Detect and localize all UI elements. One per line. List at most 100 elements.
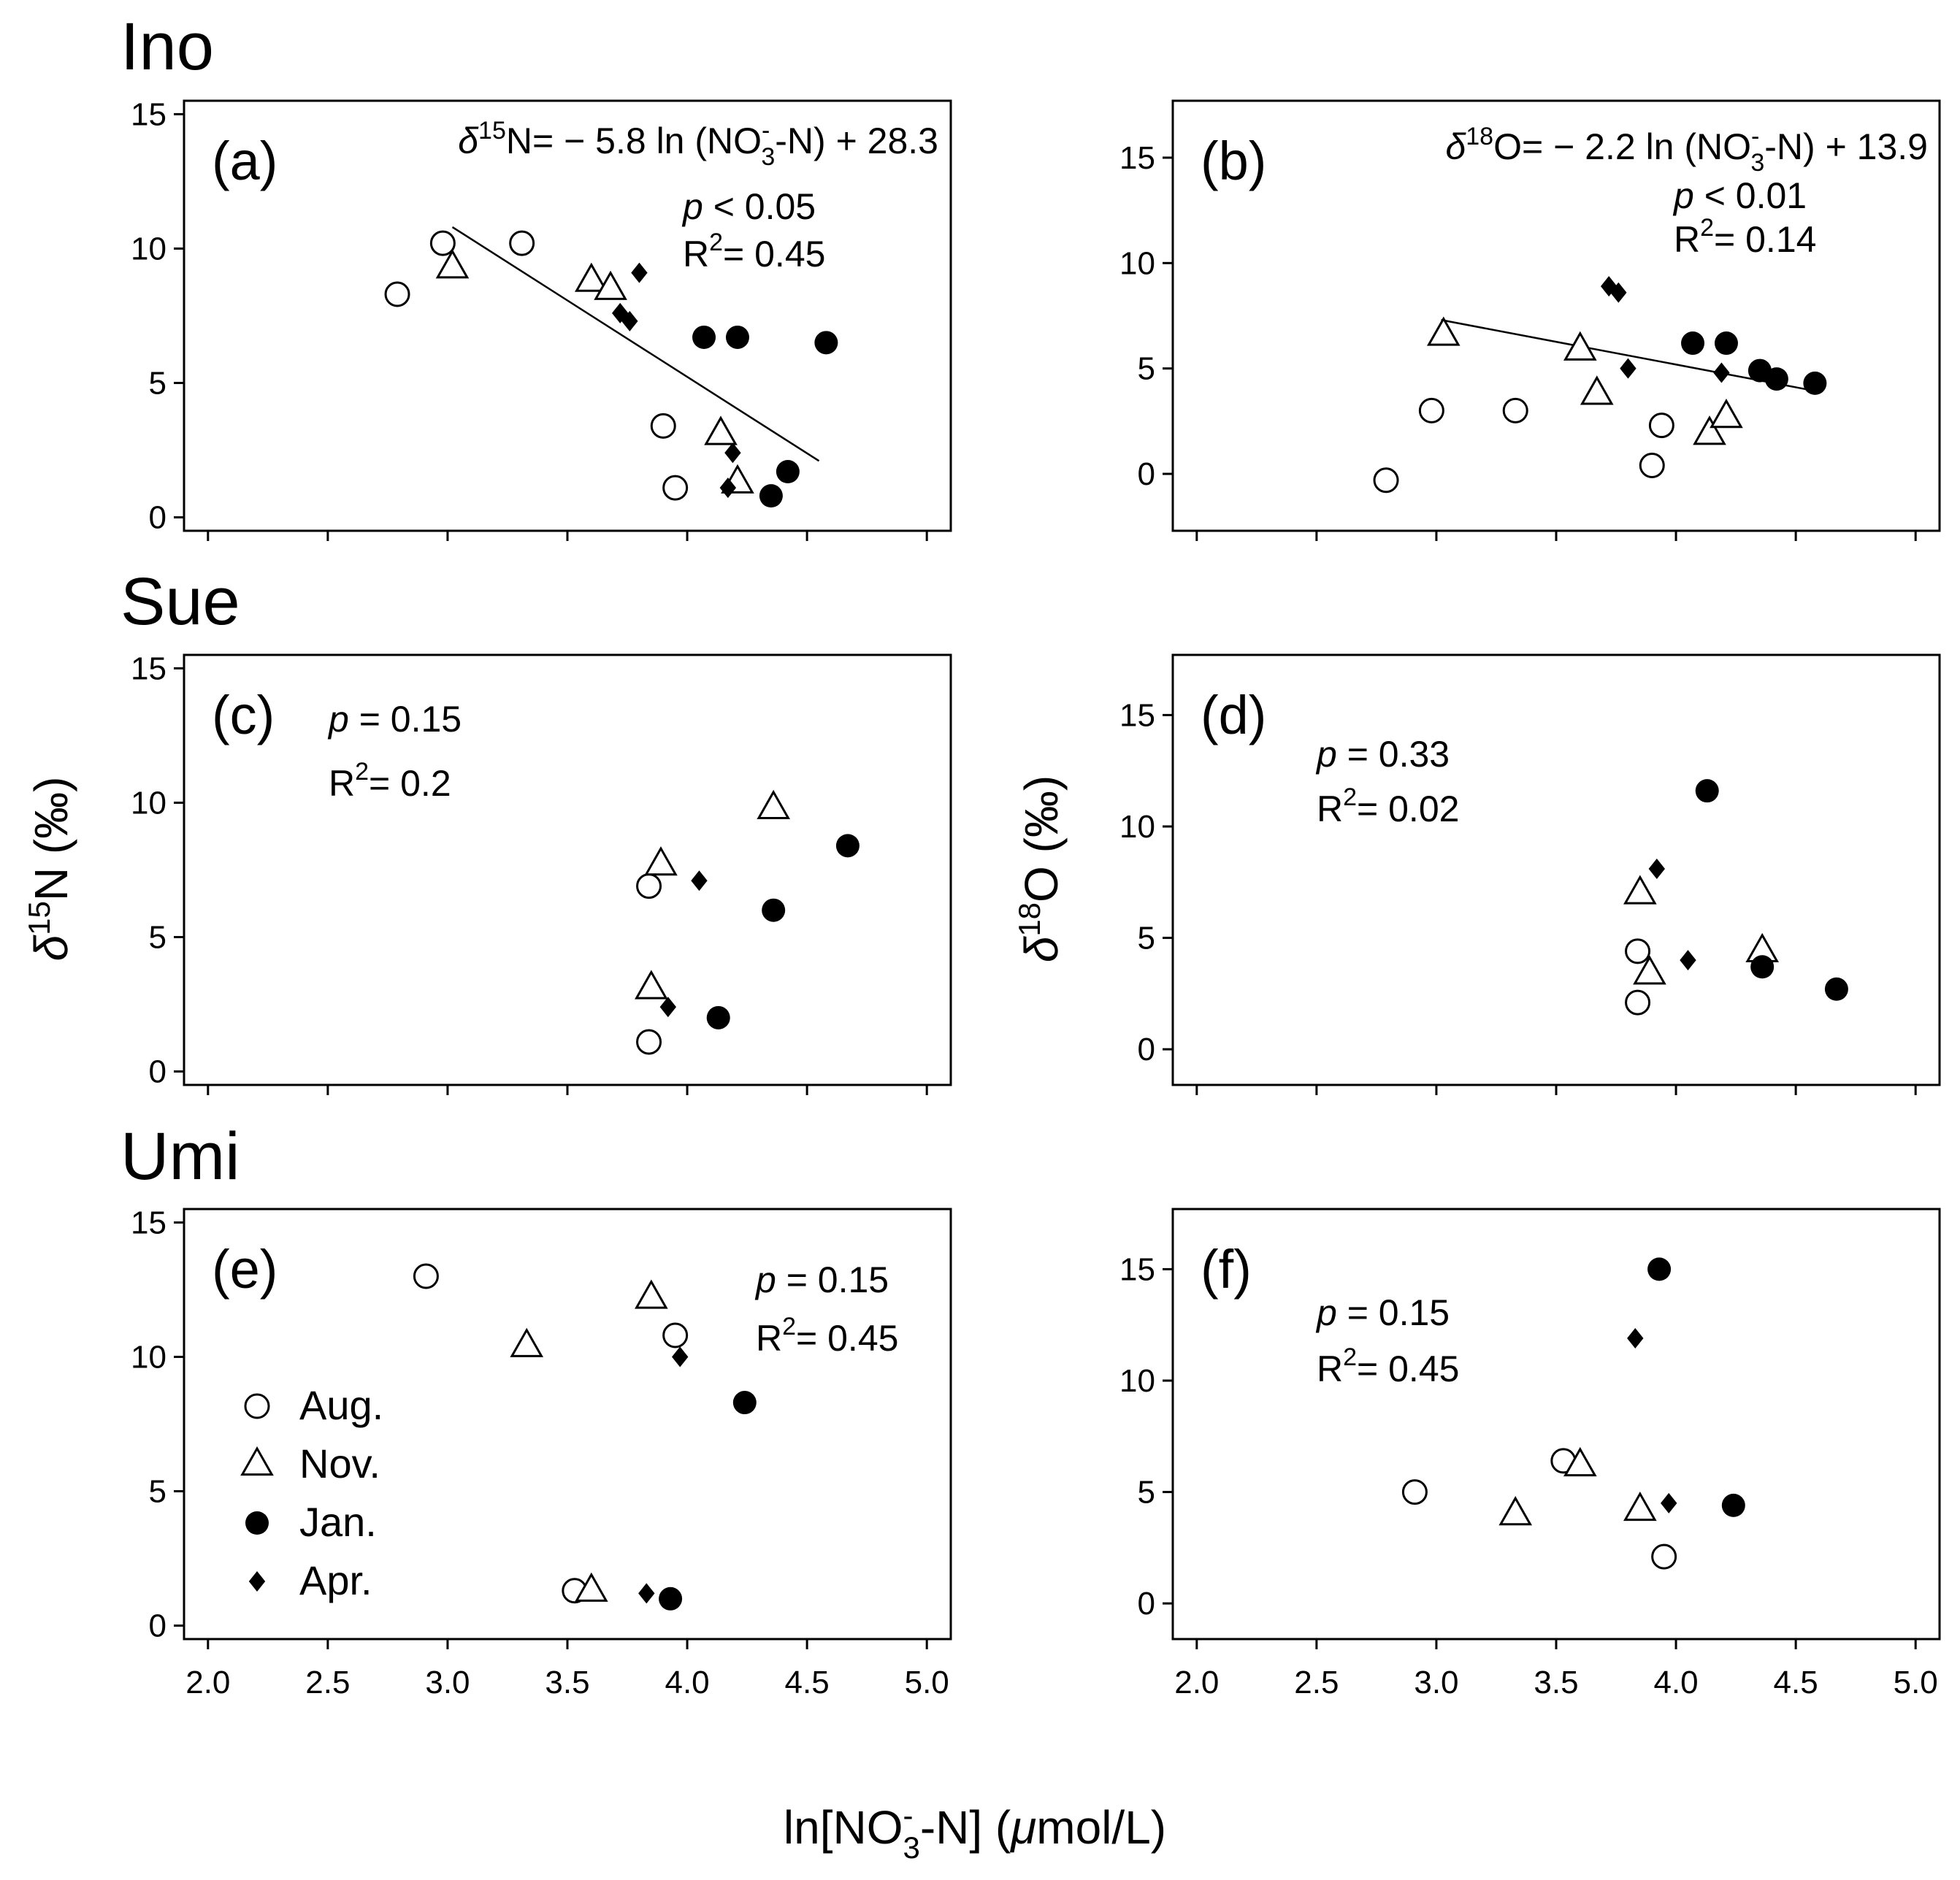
point-jan	[1764, 367, 1788, 391]
x-tick-label: 5.0	[1894, 1665, 1938, 1700]
r-squared: R2= 0.02	[1317, 783, 1459, 829]
point-aug	[1651, 1543, 1677, 1570]
legend-label: Jan.	[299, 1499, 377, 1545]
x-tick-label: 2.5	[305, 1665, 350, 1700]
y-tick-label: 0	[1138, 1586, 1155, 1622]
point-aug	[636, 1029, 662, 1055]
point-jan	[245, 1511, 269, 1535]
panel-letter: (b)	[1201, 131, 1266, 191]
point-aug	[244, 1393, 270, 1419]
point-aug	[1648, 413, 1674, 439]
p-value: p = 0.33	[1315, 734, 1450, 775]
point-apr	[631, 262, 648, 283]
point-apr	[621, 310, 638, 331]
point-nov	[1710, 399, 1743, 429]
p-value: p < 0.05	[681, 186, 816, 227]
x-tick-label: 5.0	[905, 1665, 949, 1700]
point-nov	[757, 789, 791, 819]
point-jan	[835, 834, 860, 858]
point-apr	[1680, 950, 1696, 971]
point-jan	[659, 1587, 683, 1611]
site-title-sue: Sue	[120, 564, 240, 639]
x-tick-label: 4.5	[1774, 1665, 1818, 1700]
point-nov	[1693, 415, 1726, 445]
y-tick-label: 5	[1138, 921, 1155, 956]
point-apr	[1627, 1328, 1644, 1349]
legend: Aug. Nov. Jan. Apr.	[240, 1382, 383, 1603]
x-tick-label: 2.0	[1174, 1665, 1219, 1700]
point-nov	[240, 1446, 274, 1476]
x-axis-label: ln[NO-3-N] (μmol/L)	[784, 1798, 1166, 1865]
point-apr	[1661, 1492, 1677, 1513]
point-nov	[1623, 875, 1657, 905]
point-nov	[1426, 316, 1461, 346]
point-apr	[691, 870, 708, 891]
point-aug	[662, 475, 689, 501]
panel-f: 0 5 10 15 2.0 2.5 3.0 3.5 4.0 4.5 5.0 (f) p = 0.15 R2…	[1119, 1208, 1941, 1700]
y-tick-label: 5	[149, 920, 166, 956]
y-tick-label: 10	[1119, 809, 1155, 845]
point-aug	[650, 413, 676, 439]
x-tick-label: 3.5	[1534, 1665, 1578, 1700]
point-apr	[672, 1346, 689, 1367]
site-title-ino: Ino	[120, 9, 214, 84]
legend-item-jan: Jan.	[245, 1499, 377, 1545]
point-jan	[725, 325, 749, 349]
point-jan	[759, 484, 783, 508]
point-jan	[1824, 977, 1848, 1001]
point-apr	[1610, 282, 1627, 303]
point-aug	[1502, 397, 1528, 423]
point-apr	[1620, 358, 1636, 379]
panel-letter: (f)	[1201, 1239, 1252, 1300]
r-squared: R2= 0.45	[1317, 1343, 1459, 1389]
y-tick-label: 5	[1138, 1475, 1155, 1511]
x-tick-label: 4.0	[665, 1665, 709, 1700]
point-nov	[435, 249, 470, 279]
point-jan	[1803, 371, 1827, 395]
panel-a: 0 5 10 15 (a) δ15N= − 5.8 ln (NO-3-N) + 28.3 p…	[131, 96, 952, 541]
plot-frame	[1171, 1208, 1941, 1641]
y-tick-label: 15	[131, 651, 166, 686]
x-tick-label: 2.0	[185, 1665, 230, 1700]
r-squared: R2= 0.45	[683, 229, 825, 275]
x-tick-label: 3.5	[545, 1665, 589, 1700]
panel-letter: (d)	[1201, 685, 1266, 745]
point-jan	[1681, 331, 1705, 356]
legend-item-nov: Nov.	[240, 1440, 380, 1486]
y-tick-label: 0	[1138, 1032, 1155, 1067]
point-aug	[1625, 989, 1651, 1016]
x-tick-label: 3.0	[425, 1665, 470, 1700]
x-tick-label: 2.5	[1294, 1665, 1339, 1700]
p-value: p = 0.15	[754, 1259, 889, 1300]
point-jan	[1695, 779, 1719, 803]
point-nov	[510, 1327, 544, 1357]
regression-line	[451, 226, 820, 462]
legend-item-apr: Apr.	[248, 1557, 372, 1603]
y-tick-label: 5	[1138, 351, 1155, 387]
point-aug	[429, 230, 456, 256]
regression-equation: δ15N= − 5.8 ln (NO-3-N) + 28.3	[458, 117, 938, 171]
plot-frame	[183, 653, 952, 1086]
point-jan	[1721, 1493, 1745, 1517]
regression-line	[1441, 319, 1808, 391]
regression-equation: δ18O= − 2.2 ln (NO-3-N) + 13.9	[1445, 123, 1928, 177]
y-axis-label-o: δ18O (‰)	[1012, 775, 1068, 962]
point-aug	[1625, 938, 1651, 964]
point-nov	[594, 270, 627, 300]
y-tick-label: 10	[131, 231, 166, 266]
x-tick-label: 4.0	[1653, 1665, 1698, 1700]
x-tick-label: 4.5	[785, 1665, 830, 1700]
point-nov	[1633, 955, 1666, 985]
y-axis-label-n: δ15N (‰)	[22, 777, 77, 962]
point-aug	[1401, 1479, 1428, 1505]
y-tick-label: 5	[149, 1474, 166, 1510]
panel-b: 0 5 10 15 (b) δ18O= − 2.2 ln (NO-3-N) + 13.9p…	[1119, 99, 1941, 541]
y-tick-label: 0	[149, 1608, 166, 1644]
y-tick-label: 15	[131, 1205, 166, 1240]
point-nov	[574, 262, 608, 292]
point-aug	[509, 230, 535, 256]
panel-e: 0 5 10 15 2.0 2.5 3.0 3.5 4.0 4.5 5.0 (e) p = 0.15 R2…	[131, 1205, 952, 1700]
y-tick-label: 10	[131, 785, 166, 821]
point-jan	[762, 898, 786, 922]
p-value: p = 0.15	[1315, 1292, 1450, 1333]
